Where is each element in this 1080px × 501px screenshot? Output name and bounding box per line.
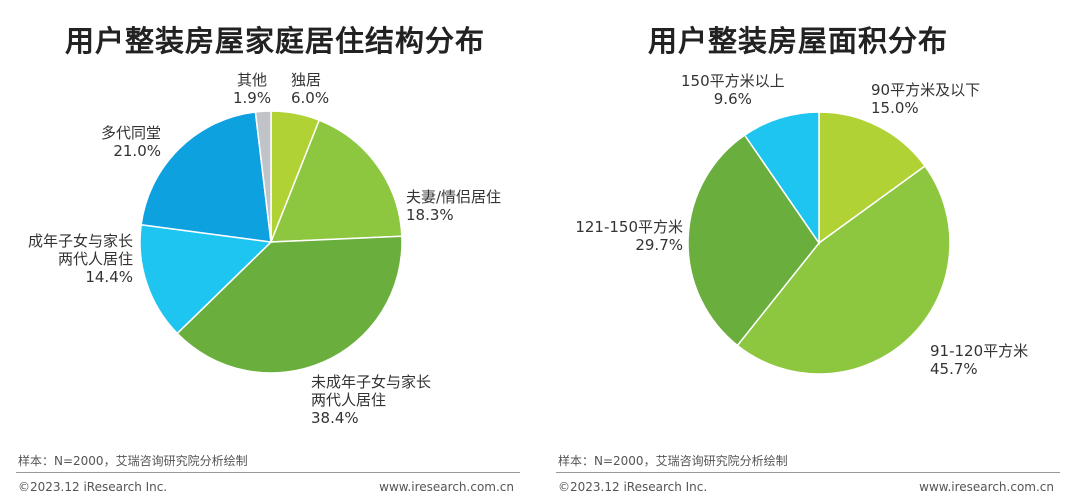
pie-slice-2	[687, 134, 820, 347]
chart-panel-household-structure: 用户整装房屋家庭居住结构分布 独居 6.0% 夫妻/情侣居住 18.3% 未成年…	[16, 24, 520, 494]
slice-label-150-above: 150平方米以上 9.6%	[681, 72, 785, 108]
footer-divider	[556, 472, 1060, 473]
slice-label-90-and-below: 90平方米及以下 15.0%	[871, 81, 981, 117]
pie-slice-5	[254, 110, 272, 243]
slice-label-121-150: 121-150平方米 29.7%	[575, 218, 683, 254]
pie-chart-household-structure	[139, 110, 403, 374]
slice-label-adult-children-parents: 成年子女与家长 两代人居住 14.4%	[27, 232, 133, 286]
chart-title: 用户整装房屋面积分布	[647, 24, 948, 58]
website: www.iresearch.com.cn	[379, 480, 514, 494]
slice-label-living-alone: 独居 6.0%	[291, 71, 330, 107]
slice-label-multi-generation: 多代同堂 21.0%	[100, 124, 161, 160]
pie-slice-0	[818, 111, 927, 245]
chart-panel-house-area: 用户整装房屋面积分布 90平方米及以下 15.0% 91-120平方米 45.7…	[540, 0, 1080, 501]
slice-label-other: 其他 1.9%	[233, 71, 272, 107]
pie-slice-1	[269, 119, 403, 243]
slice-label-91-120: 91-120平方米 45.7%	[930, 342, 1029, 378]
pie-chart-house-area	[687, 111, 951, 375]
pie-slice-4	[140, 111, 272, 243]
pie-slice-1	[736, 164, 951, 375]
copyright: ©2023.12 iResearch Inc.	[558, 480, 708, 494]
copyright: ©2023.12 iResearch Inc.	[18, 480, 168, 494]
pie-slice-3	[139, 223, 273, 335]
chart-title: 用户整装房屋家庭居住结构分布	[64, 24, 485, 58]
footer-divider	[16, 472, 520, 473]
pie-slice-2	[176, 235, 403, 374]
slice-label-minor-children-parents: 未成年子女与家长 两代人居住 38.4%	[311, 373, 432, 427]
website: www.iresearch.com.cn	[919, 480, 1054, 494]
source-note: 样本：N=2000，艾瑞咨询研究院分析绘制	[558, 454, 788, 468]
slice-label-couple: 夫妻/情侣居住 18.3%	[406, 188, 502, 224]
pie-slice-3	[743, 111, 820, 246]
source-note: 样本：N=2000，艾瑞咨询研究院分析绘制	[18, 454, 248, 468]
